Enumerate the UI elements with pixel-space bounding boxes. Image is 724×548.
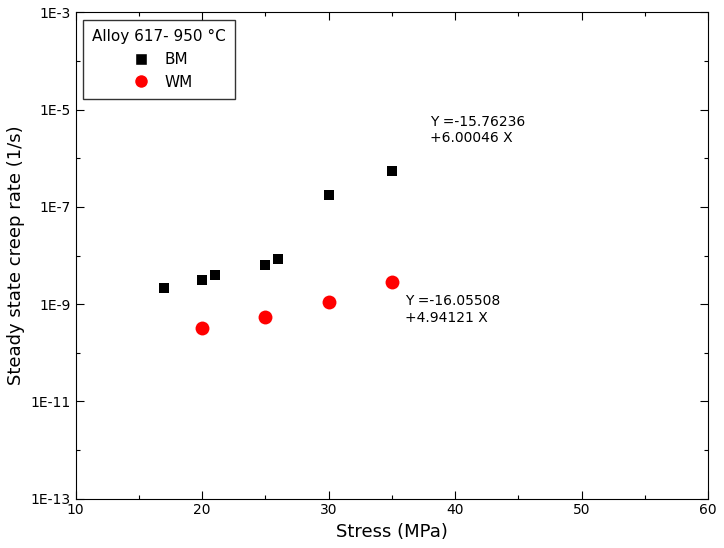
BM: [324, 191, 333, 198]
Text: Y =-15.76236
+6.00046 X: Y =-15.76236 +6.00046 X: [430, 115, 525, 145]
X-axis label: Stress (MPa): Stress (MPa): [336, 523, 448, 541]
Line: WM: WM: [195, 276, 399, 335]
WM: [261, 313, 270, 320]
Y-axis label: Steady state creep rate (1/s): Steady state creep rate (1/s): [7, 125, 25, 385]
WM: [324, 299, 333, 305]
Legend: BM, WM: BM, WM: [83, 20, 235, 99]
BM: [387, 168, 396, 174]
BM: [211, 272, 219, 278]
BM: [198, 276, 206, 283]
WM: [198, 325, 206, 332]
Text: Y =-16.05508
+4.94121 X: Y =-16.05508 +4.94121 X: [405, 294, 500, 324]
WM: [387, 279, 396, 286]
BM: [261, 261, 270, 268]
BM: [274, 256, 282, 262]
Line: BM: BM: [159, 166, 397, 293]
BM: [160, 284, 169, 291]
